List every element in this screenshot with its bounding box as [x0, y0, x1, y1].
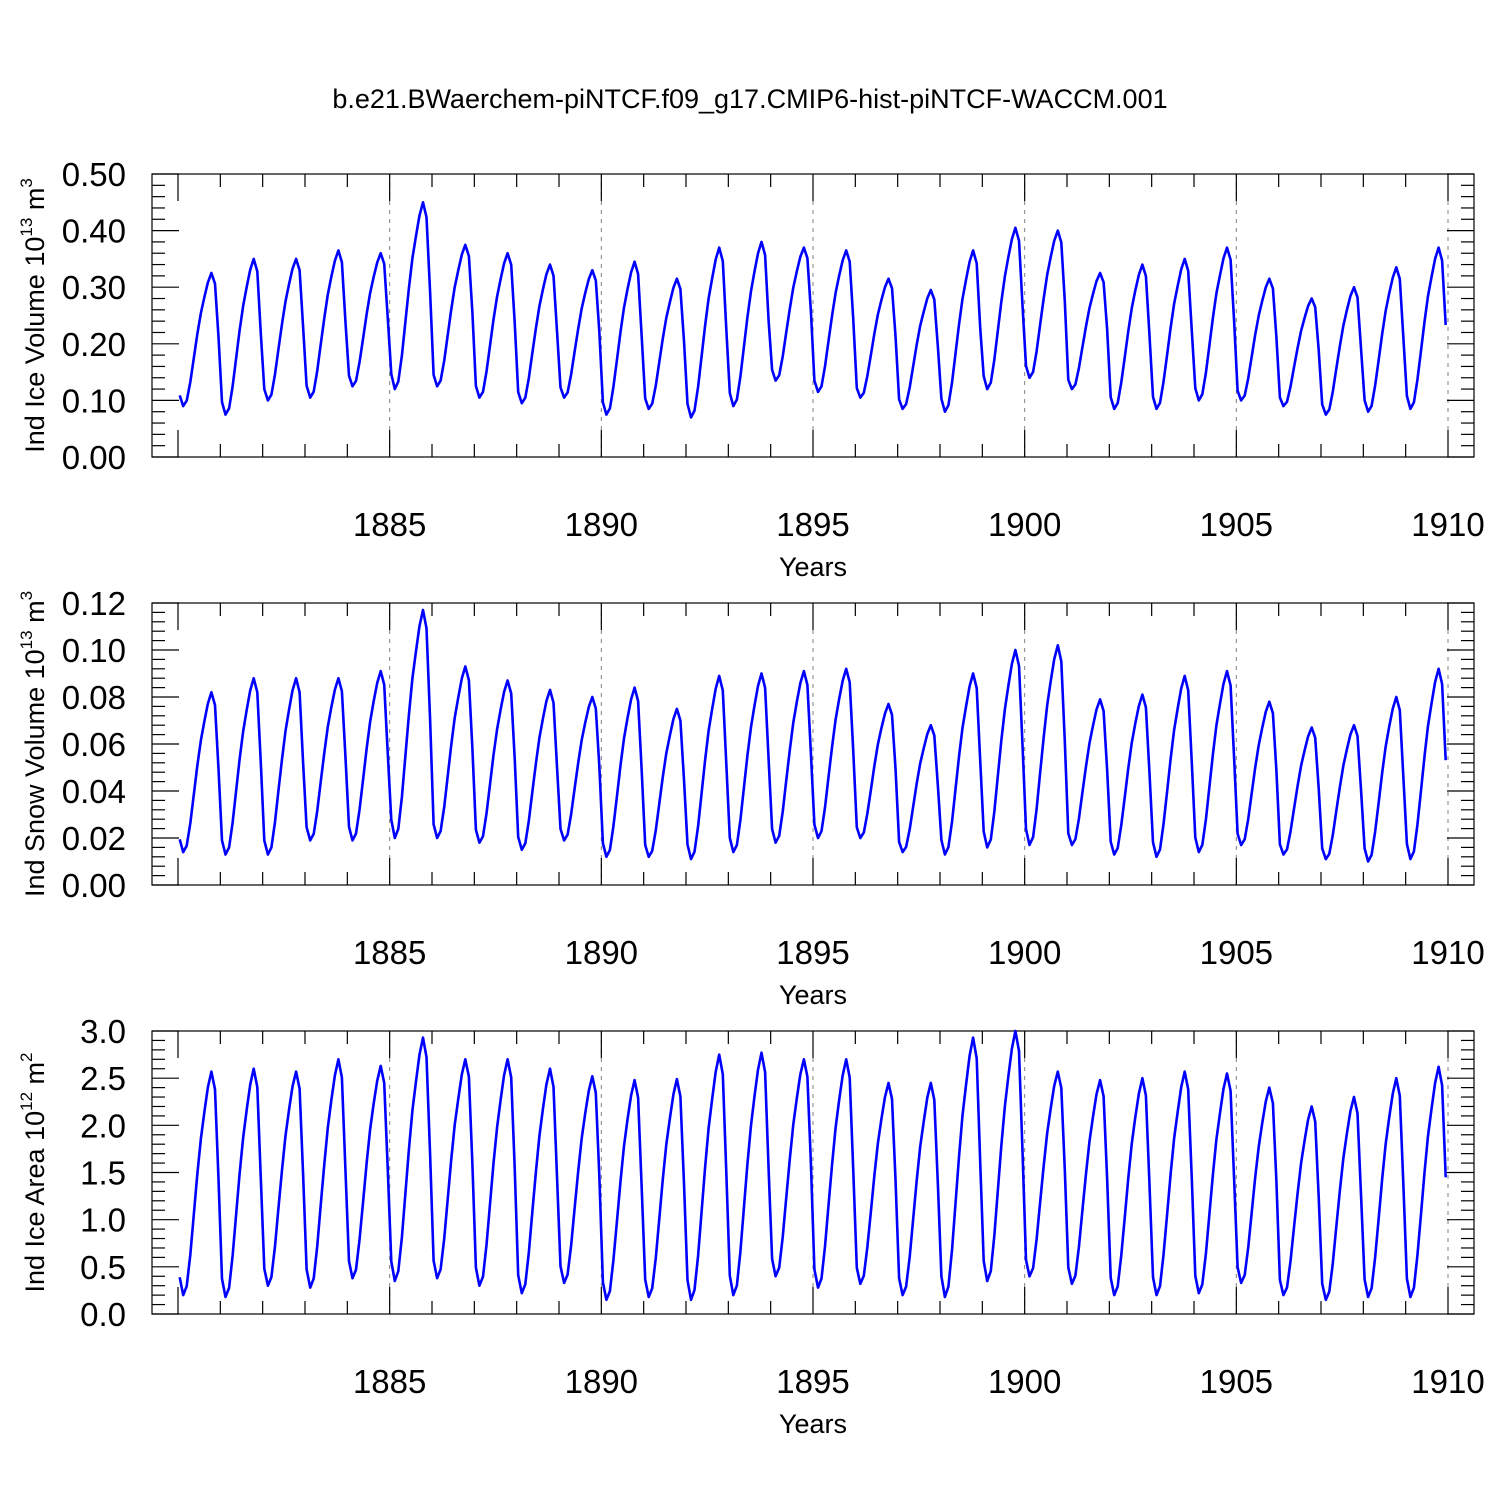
y-tick-label: 0.08	[62, 679, 126, 716]
y-tick-labels: 0.00 0.02 0.04 0.06 0.08 0.10 0.12	[62, 585, 126, 904]
x-tick-labels: 1885 1890 1895 1900 1905 1910	[353, 1363, 1485, 1400]
panel-ice-area: 0.0 0.5 1.0 1.5 2.0 2.5 3.0 1885 1890 1895 1900 19…	[17, 1013, 1485, 1439]
x-tick-label: 1890	[565, 1363, 638, 1400]
x-tick-label: 1890	[565, 934, 638, 971]
y-tick-label: 2.5	[80, 1060, 126, 1097]
y-tick-label: 0.04	[62, 773, 126, 810]
y-tick-label: 0.5	[80, 1249, 126, 1286]
y-tick-label: 0.12	[62, 585, 126, 622]
x-tick-labels: 1885 1890 1895 1900 1905 1910	[353, 506, 1485, 543]
y-tick-label: 1.5	[80, 1155, 126, 1192]
series-line-ice-volume	[178, 201, 1447, 419]
plot-frame	[151, 1030, 1475, 1315]
panel-snow-volume: 0.00 0.02 0.04 0.06 0.08 0.10 0.12 1885 1890 189…	[17, 585, 1485, 1010]
y-tick-labels: 0.0 0.5 1.0 1.5 2.0 2.5 3.0	[80, 1013, 126, 1333]
x-grid	[389, 174, 1449, 457]
y-axis-label: Ind Ice Volume 1013 m3	[17, 178, 50, 453]
x-tick-label: 1900	[988, 1363, 1061, 1400]
x-axis-label: Years	[779, 1409, 847, 1439]
x-tick-label: 1905	[1200, 506, 1273, 543]
plot-frame	[151, 173, 1475, 458]
x-tick-label: 1895	[776, 506, 849, 543]
y-tick-label: 0.0	[80, 1296, 126, 1333]
y-axis-label: Ind Ice Area 1012 m2	[17, 1052, 50, 1292]
y-tick-label: 3.0	[80, 1013, 126, 1050]
axis-ticks	[152, 1030, 1474, 1315]
y-tick-label: 0.06	[62, 726, 126, 763]
x-tick-label: 1890	[565, 506, 638, 543]
y-tick-label: 0.10	[62, 382, 126, 419]
y-tick-labels: 0.00 0.10 0.20 0.30 0.40 0.50	[62, 156, 126, 476]
series-line-snow-volume	[178, 608, 1447, 863]
chart-title: b.e21.BWaerchem-piNTCF.f09_g17.CMIP6-his…	[332, 84, 1167, 114]
axis-ticks	[152, 173, 1474, 458]
x-tick-labels: 1885 1890 1895 1900 1905 1910	[353, 934, 1485, 971]
x-tick-label: 1910	[1411, 934, 1484, 971]
y-tick-label: 0.10	[62, 632, 126, 669]
x-axis-label: Years	[779, 552, 847, 582]
y-tick-label: 0.30	[62, 269, 126, 306]
y-tick-label: 0.02	[62, 820, 126, 857]
y-tick-label: 0.00	[62, 867, 126, 904]
x-tick-label: 1895	[776, 1363, 849, 1400]
y-axis-label: Ind Snow Volume 1013 m3	[17, 591, 50, 897]
series-line-ice-area	[178, 1029, 1447, 1302]
y-tick-label: 0.00	[62, 439, 126, 476]
y-tick-label: 0.20	[62, 326, 126, 363]
x-tick-label: 1885	[353, 934, 426, 971]
y-tick-label: 0.50	[62, 156, 126, 193]
y-tick-label: 1.0	[80, 1202, 126, 1239]
y-tick-label: 2.0	[80, 1107, 126, 1144]
x-tick-label: 1910	[1411, 506, 1484, 543]
x-tick-label: 1900	[988, 506, 1061, 543]
x-tick-label: 1905	[1200, 1363, 1273, 1400]
x-tick-label: 1885	[353, 506, 426, 543]
plot-frame	[151, 602, 1475, 886]
x-axis-label: Years	[779, 980, 847, 1010]
panel-ice-volume: 0.00 0.10 0.20 0.30 0.40 0.50 1885 1890 1895 190…	[17, 156, 1485, 582]
x-tick-label: 1895	[776, 934, 849, 971]
x-tick-label: 1885	[353, 1363, 426, 1400]
y-tick-label: 0.40	[62, 213, 126, 250]
x-tick-label: 1910	[1411, 1363, 1484, 1400]
x-tick-label: 1905	[1200, 934, 1273, 971]
x-tick-label: 1900	[988, 934, 1061, 971]
